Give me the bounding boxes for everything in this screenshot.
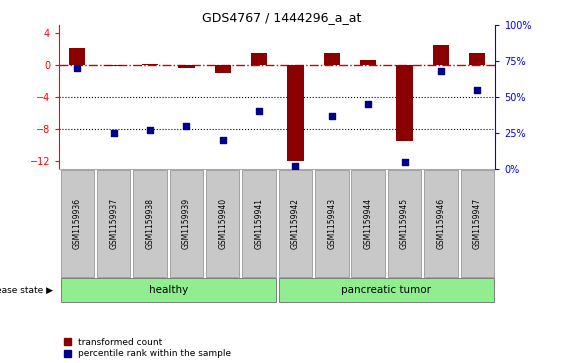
Point (145, 127, 154, 133)
Bar (97, 170, 131, 277)
Bar (61, 170, 94, 277)
Legend: transformed count, percentile rank within the sample: transformed count, percentile rank withi… (64, 338, 231, 359)
Text: GSM1159941: GSM1159941 (254, 198, 263, 249)
Bar (287, 65, 303, 161)
Text: GSM1159940: GSM1159940 (218, 198, 227, 249)
Bar (69, 48, 86, 65)
Bar (251, 53, 267, 65)
Bar (206, 170, 239, 277)
Point (73, 65, 82, 71)
Point (254, 109, 263, 114)
Bar (215, 65, 231, 73)
Text: GSM1159945: GSM1159945 (400, 198, 409, 249)
Bar (315, 170, 348, 277)
Point (327, 113, 336, 119)
Point (436, 68, 445, 74)
Text: disease state ▶: disease state ▶ (0, 286, 53, 295)
Text: healthy: healthy (149, 285, 188, 295)
Bar (279, 170, 312, 277)
Bar (388, 170, 421, 277)
Point (182, 123, 191, 129)
Bar (360, 61, 376, 65)
Bar (396, 65, 413, 141)
Point (400, 159, 409, 164)
Bar (142, 64, 158, 65)
Text: GSM1159938: GSM1159938 (145, 198, 154, 249)
Bar (279, 278, 494, 302)
Bar (133, 170, 167, 277)
Text: GSM1159936: GSM1159936 (73, 198, 82, 249)
Point (364, 101, 373, 107)
Point (473, 87, 482, 93)
Bar (324, 53, 340, 65)
Point (109, 130, 118, 136)
Text: GDS4767 / 1444296_a_at: GDS4767 / 1444296_a_at (202, 11, 361, 24)
Text: GSM1159946: GSM1159946 (436, 198, 445, 249)
Text: GSM1159939: GSM1159939 (182, 198, 191, 249)
Point (218, 137, 227, 143)
Text: GSM1159943: GSM1159943 (327, 198, 336, 249)
Bar (433, 45, 449, 65)
Bar (178, 65, 195, 68)
Text: GSM1159942: GSM1159942 (291, 198, 300, 249)
Bar (105, 65, 122, 66)
Text: GSM1159947: GSM1159947 (473, 198, 482, 249)
Point (291, 163, 300, 169)
Bar (242, 170, 276, 277)
Bar (169, 170, 203, 277)
Bar (424, 170, 458, 277)
Text: GSM1159944: GSM1159944 (364, 198, 373, 249)
Bar (351, 170, 385, 277)
Bar (469, 53, 485, 65)
Bar (61, 278, 276, 302)
Text: GSM1159937: GSM1159937 (109, 198, 118, 249)
Text: pancreatic tumor: pancreatic tumor (341, 285, 431, 295)
Bar (461, 170, 494, 277)
